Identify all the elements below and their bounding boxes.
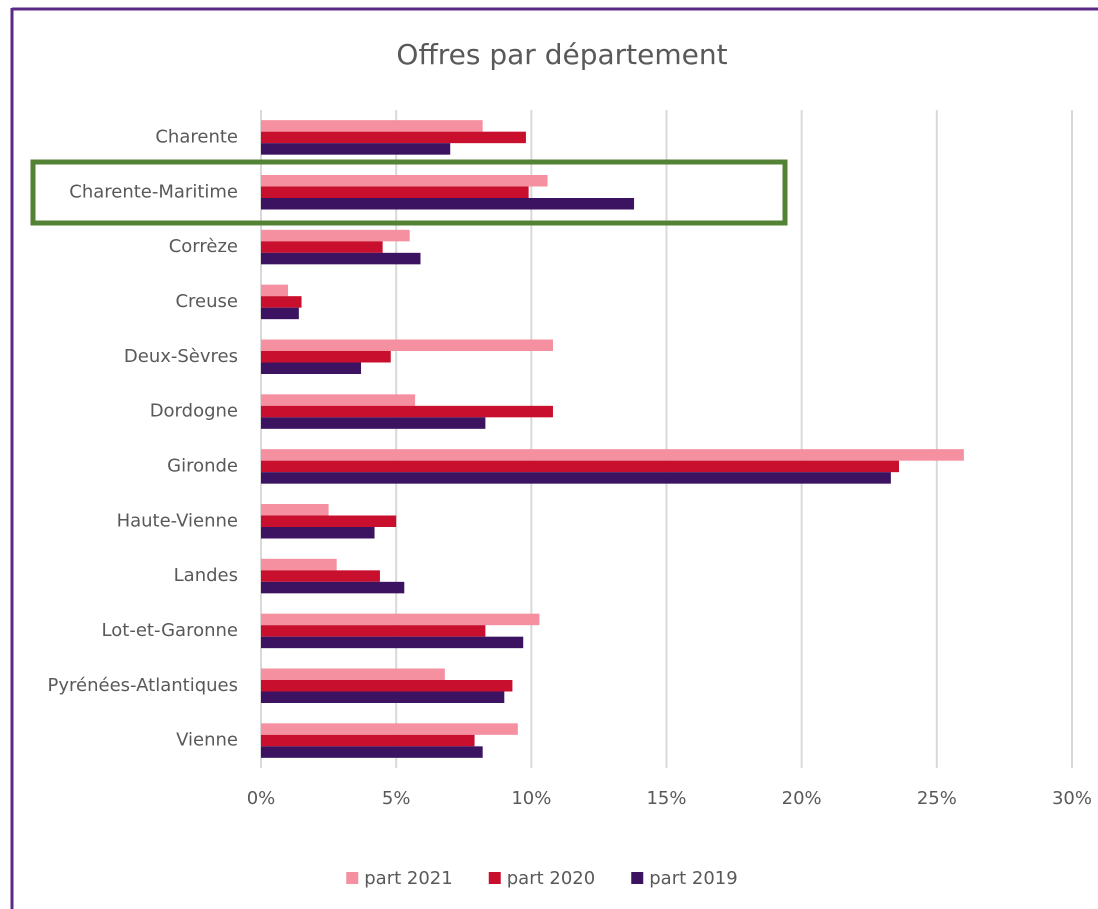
bar	[261, 198, 635, 210]
y-tick-label: Haute-Vienne	[117, 510, 238, 531]
y-tick-label: Landes	[174, 565, 238, 586]
y-tick-label: Vienne	[176, 730, 238, 751]
legend-label: part 2021	[364, 868, 452, 889]
legend-swatch	[488, 872, 501, 884]
bar	[261, 131, 526, 144]
x-tick-label: 30%	[1052, 788, 1092, 809]
y-tick-label: Corrèze	[169, 236, 238, 257]
bar	[261, 581, 405, 594]
grid: 0% 5% 10% 15% 20% 25% 30% Charente Charente-Mari…	[48, 110, 1092, 809]
bar	[261, 405, 553, 418]
x-tick-label: 5%	[382, 788, 411, 809]
bar	[261, 636, 524, 649]
legend-swatch	[346, 872, 359, 884]
bar	[261, 515, 397, 527]
y-tick-label: Lot-et-Garonne	[102, 620, 238, 641]
legend-label: part 2020	[507, 868, 595, 889]
legend-swatch	[631, 872, 644, 884]
highlight-box	[30, 159, 788, 226]
y-tick-label: Creuse	[175, 291, 238, 312]
x-tick-label: 25%	[917, 788, 957, 809]
bar	[261, 723, 518, 735]
bar	[261, 527, 375, 539]
bar	[261, 307, 299, 320]
chart-title: Offres par département	[396, 38, 727, 71]
bar	[261, 746, 483, 758]
bar	[261, 120, 483, 132]
bar	[261, 143, 451, 155]
x-tick-label: 20%	[782, 788, 822, 809]
x-tick-label: 0%	[247, 788, 276, 809]
y-tick-label: Charente	[155, 126, 238, 147]
bar	[261, 449, 964, 461]
bar	[261, 472, 891, 484]
bar	[261, 734, 475, 747]
bar	[261, 625, 486, 637]
bar	[261, 284, 289, 297]
bar	[261, 460, 899, 473]
legend: part 2021 part 2020 part 2019	[346, 868, 738, 889]
y-tick-label: Deux-Sèvres	[124, 346, 238, 367]
legend-label: part 2019	[649, 868, 737, 889]
y-tick-label: Pyrénées-Atlantiques	[48, 675, 238, 696]
bar	[261, 351, 391, 363]
bar	[261, 241, 383, 253]
x-tick-label: 10%	[511, 788, 551, 809]
bar	[261, 252, 421, 265]
bar	[261, 339, 553, 351]
bar	[261, 691, 505, 703]
bar	[261, 296, 302, 308]
bar	[261, 613, 540, 626]
bar	[261, 175, 548, 187]
bar	[261, 668, 445, 680]
bar	[261, 417, 486, 429]
y-tick-label: Dordogne	[150, 401, 238, 422]
bar	[261, 229, 410, 242]
bar	[261, 394, 416, 406]
y-tick-label: Gironde	[167, 455, 238, 476]
x-tick-label: 15%	[646, 788, 686, 809]
bars	[261, 120, 964, 758]
y-tick-label: Charente-Maritime	[69, 181, 238, 202]
bar	[261, 362, 362, 374]
bar	[261, 680, 513, 692]
bar	[261, 504, 329, 516]
bar	[261, 570, 380, 582]
bar	[261, 186, 529, 198]
bar	[261, 558, 337, 571]
